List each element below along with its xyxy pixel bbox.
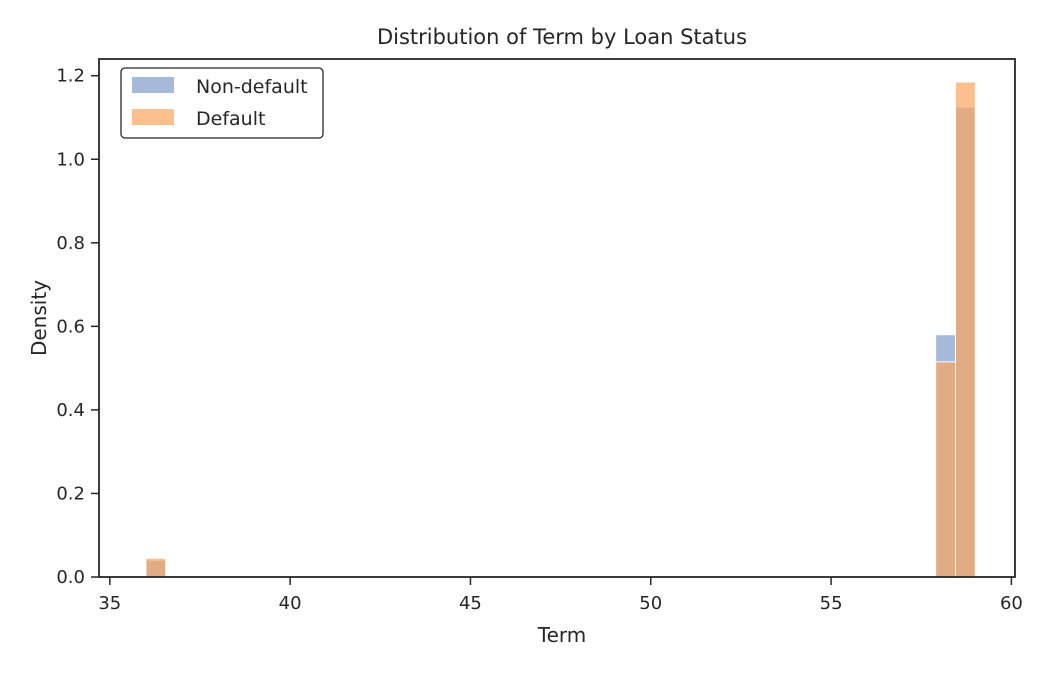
y-axis-label: Density <box>27 280 51 356</box>
legend-swatch-default <box>132 109 174 125</box>
x-tick-label-55: 55 <box>820 593 843 614</box>
legend: Non-default Default <box>120 67 324 139</box>
bar-default-1 <box>935 361 956 578</box>
y-tick-label-1: 0.2 <box>56 483 85 504</box>
y-tick-label-2: 0.4 <box>56 400 85 421</box>
bars-layer <box>145 81 976 578</box>
y-tick-label-4: 0.8 <box>56 233 85 254</box>
x-tick-label-45: 45 <box>459 593 482 614</box>
x-tick-label-60: 60 <box>1000 593 1023 614</box>
y-tick-label-5: 1.0 <box>56 149 85 170</box>
y-tick-label-3: 0.6 <box>56 316 85 337</box>
y-tick-label-6: 1.2 <box>56 66 85 87</box>
x-axis-label: Term <box>537 623 586 647</box>
x-tick-label-40: 40 <box>279 593 302 614</box>
chart-title: Distribution of Term by Loan Status <box>377 25 747 49</box>
y-tick-label-0: 0.0 <box>56 567 85 588</box>
y-axis: 0.0 0.2 0.4 0.6 0.8 1.0 1.2 <box>56 66 99 588</box>
legend-label-default: Default <box>196 108 265 130</box>
bar-default-0 <box>145 557 167 578</box>
bar-default-2 <box>955 81 976 578</box>
legend-swatch-non-default <box>132 77 174 93</box>
x-axis: 35 40 45 50 55 60 <box>98 577 1023 614</box>
x-tick-label-35: 35 <box>98 593 121 614</box>
legend-label-non-default: Non-default <box>196 76 308 98</box>
x-tick-label-50: 50 <box>639 593 662 614</box>
plot-frame <box>98 58 1016 578</box>
